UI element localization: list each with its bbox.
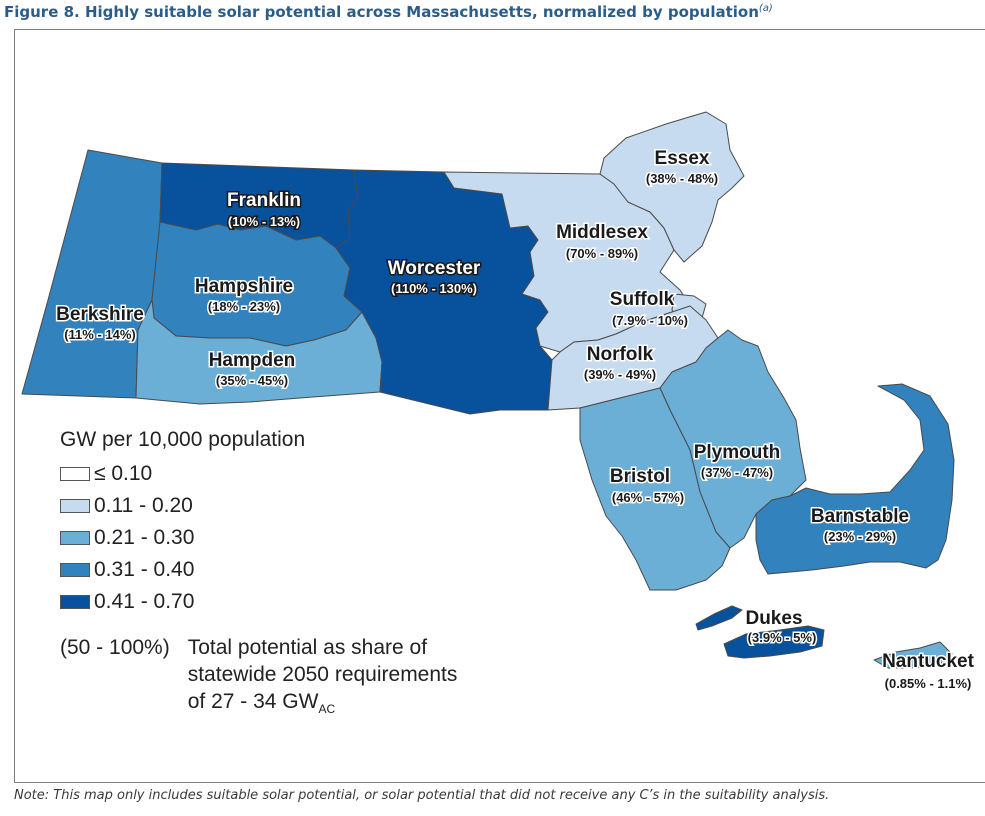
label-dukes: Dukes (3.9% - 5%)	[744, 607, 818, 647]
county-name-barnstable: Barnstable	[811, 506, 909, 527]
county-pct-franklin: (10% - 13%)	[228, 214, 300, 229]
county-name-berkshire: Berkshire	[56, 304, 144, 325]
label-plymouth: Plymouth (37% - 47%)	[692, 441, 782, 482]
county-name-franklin: Franklin	[227, 190, 301, 211]
legend-swatch	[60, 563, 90, 577]
county-name-suffolk: Suffolk	[610, 289, 675, 310]
legend-row: 0.31 - 0.40	[60, 554, 305, 586]
legend-row: ≤ 0.10	[60, 458, 305, 490]
figure-title: Figure 8. Highly suitable solar potentia…	[4, 3, 773, 21]
legend-row: 0.21 - 0.30	[60, 522, 305, 554]
county-nantucket[interactable]	[873, 641, 953, 669]
legend-title: GW per 10,000 population	[60, 428, 306, 451]
county-pct-nantucket: (0.85% - 1.1%)	[885, 676, 972, 691]
legend-example-line: statewide 2050 requirements	[187, 663, 458, 686]
county-pct-dukes: (3.9% - 5%)	[748, 630, 817, 645]
label-essex: Essex (38% - 48%)	[644, 147, 719, 188]
label-middlesex: Middlesex (70% - 89%)	[555, 221, 650, 263]
label-nantucket: Nantucket (0.85% - 1.1%)	[881, 650, 977, 693]
county-pct-berkshire: (11% - 14%)	[64, 327, 136, 342]
legend-swatch	[60, 467, 90, 481]
legend-row: 0.11 - 0.20	[60, 490, 305, 522]
county-pct-suffolk: (7.9% - 10%)	[612, 313, 688, 328]
county-pct-hampshire: (18% - 23%)	[208, 299, 280, 314]
legend-example-line: of 27 - 34 GW	[187, 690, 319, 713]
label-worcester: Worcester (110% - 130%)	[386, 257, 482, 298]
county-pct-hampden: (35% - 45%)	[216, 373, 288, 388]
county-name-bristol: Bristol	[610, 466, 670, 487]
county-name-norfolk: Norfolk	[587, 344, 654, 365]
label-berkshire: Berkshire (11% - 14%)	[55, 303, 146, 344]
label-franklin: Franklin (10% - 13%)	[226, 189, 303, 231]
legend-swatch	[60, 531, 90, 545]
figure-title-text: Figure 8. Highly suitable solar potentia…	[4, 3, 759, 21]
legend-swatch	[60, 499, 90, 513]
county-name-middlesex: Middlesex	[556, 222, 648, 243]
county-pct-essex: (38% - 48%)	[646, 171, 718, 186]
legend-percent-explanation: (50 - 100%) Total potential as share of …	[60, 634, 457, 723]
legend-label: 0.41 - 0.70	[94, 590, 195, 613]
label-hampden: Hampden (35% - 45%)	[207, 349, 297, 390]
label-bristol: Bristol (46% - 57%)	[608, 465, 685, 507]
county-pct-plymouth: (37% - 47%)	[701, 465, 773, 480]
legend-label: 0.11 - 0.20	[94, 494, 193, 517]
county-dukes-elizabeth-islands[interactable]	[695, 605, 743, 631]
map-frame	[14, 29, 985, 783]
county-name-hampden: Hampden	[209, 350, 296, 371]
county-essex[interactable]	[599, 111, 745, 263]
county-name-nantucket: Nantucket	[882, 651, 975, 672]
label-hampshire: Hampshire (18% - 23%)	[193, 275, 294, 316]
county-name-hampshire: Hampshire	[195, 276, 293, 297]
label-suffolk: Suffolk (7.9% - 10%)	[608, 288, 689, 330]
county-name-dukes: Dukes	[745, 608, 802, 629]
county-pct-norfolk: (39% - 49%)	[584, 367, 656, 382]
legend-label: 0.31 - 0.40	[94, 558, 195, 581]
county-bristol[interactable]	[579, 387, 731, 591]
legend-example-line-3: of 27 - 34 GWAC	[188, 688, 458, 723]
county-pct-bristol: (46% - 57%)	[612, 490, 684, 505]
label-barnstable: Barnstable (23% - 29%)	[809, 505, 910, 546]
map-legend: GW per 10,000 population ≤ 0.10 0.11 - 0…	[60, 428, 305, 618]
figure-note: Note: This map only includes suitable so…	[14, 788, 830, 803]
legend-label: 0.21 - 0.30	[94, 526, 195, 549]
legend-label: ≤ 0.10	[94, 462, 153, 485]
county-pct-barnstable: (23% - 29%)	[824, 529, 896, 544]
legend-row: 0.41 - 0.70	[60, 586, 305, 618]
legend-example-range: (50 - 100%)	[60, 636, 170, 659]
legend-example-line: Total potential as share of	[187, 636, 428, 659]
county-name-plymouth: Plymouth	[694, 442, 781, 463]
county-pct-middlesex: (70% - 89%)	[566, 246, 638, 261]
county-name-essex: Essex	[655, 148, 710, 169]
county-name-worcester: Worcester	[388, 258, 481, 279]
county-barnstable[interactable]	[755, 383, 955, 575]
figure-title-footnote-marker: (a)	[758, 3, 773, 14]
legend-example-subscript: AC	[318, 702, 336, 717]
county-dukes[interactable]	[723, 625, 825, 659]
label-norfolk: Norfolk (39% - 49%)	[582, 343, 657, 384]
legend-swatch	[60, 595, 90, 609]
county-pct-worcester: (110% - 130%)	[391, 281, 477, 296]
legend-example-text: Total potential as share of statewide 20…	[188, 634, 458, 723]
